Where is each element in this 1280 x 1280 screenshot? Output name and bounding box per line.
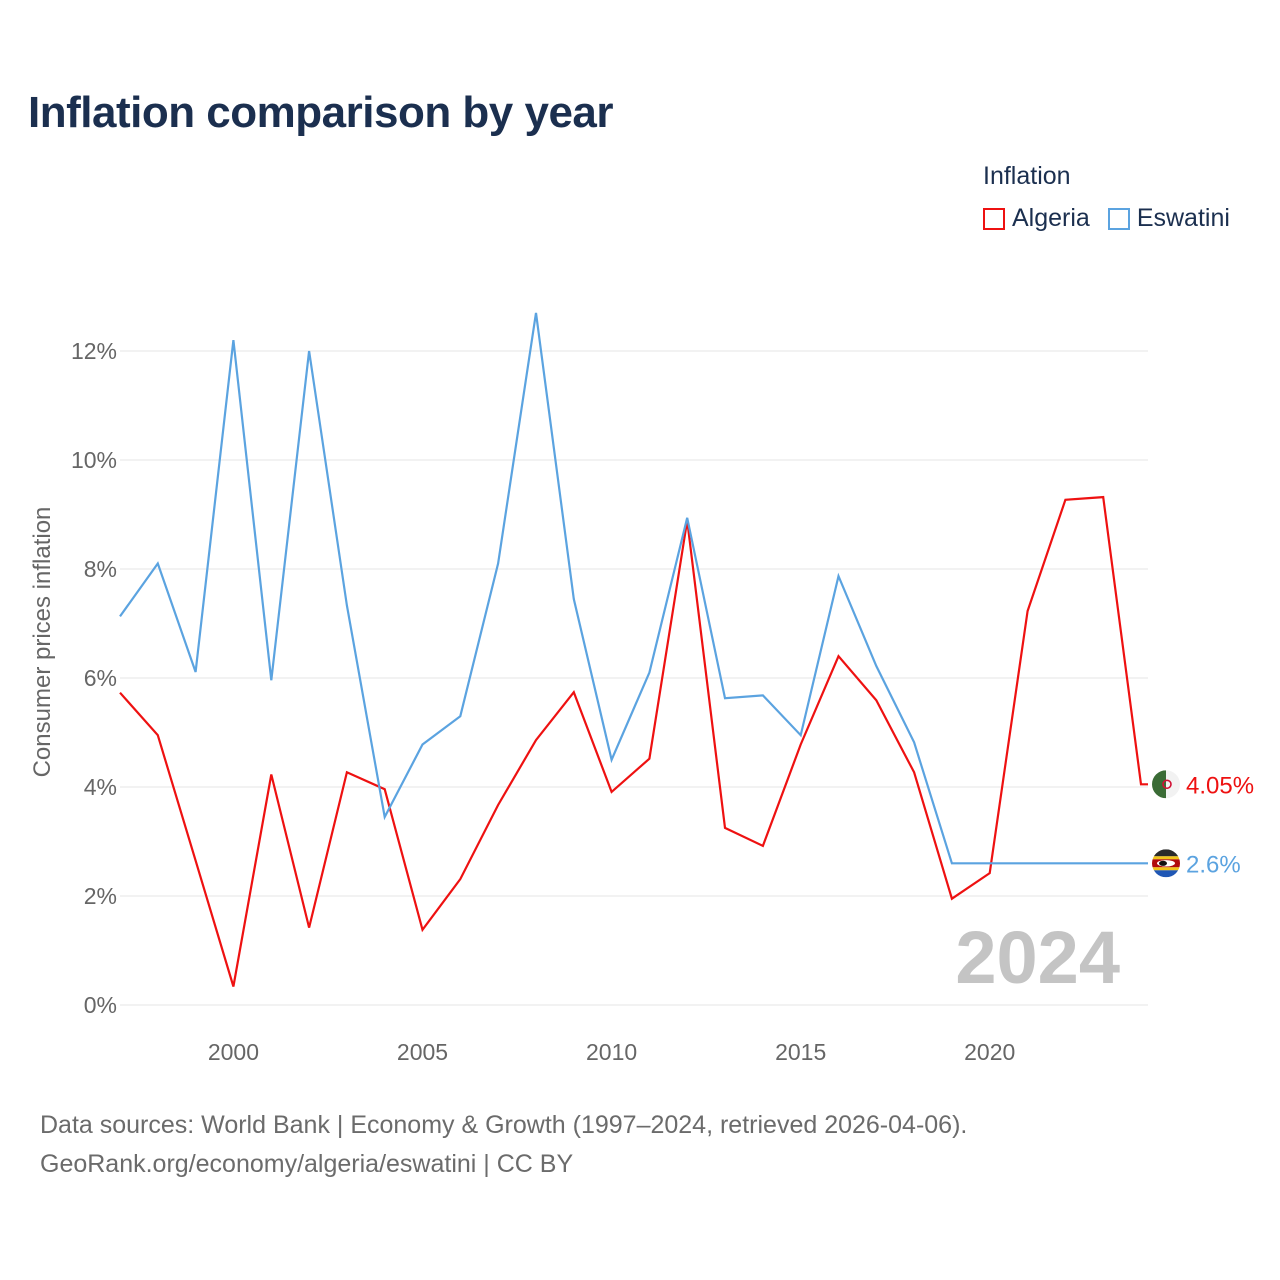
series-line-eswatini[interactable] xyxy=(119,312,1148,865)
end-label-algeria: 4.05% xyxy=(1186,772,1254,799)
y-ticks: 0% 2% 4% 6% 8% 10% 12% xyxy=(71,338,117,1018)
x-tick-label: 2010 xyxy=(586,1039,637,1065)
y-tick-label: 6% xyxy=(84,665,117,691)
y-tick-label: 12% xyxy=(71,338,117,364)
y-tick-label: 0% xyxy=(84,992,117,1018)
grid-layer xyxy=(120,350,1148,1006)
y-tick-label: 2% xyxy=(84,883,117,909)
y-tick-label: 4% xyxy=(84,774,117,800)
footer-credit[interactable]: GeoRank.org/economy/algeria/eswatini | C… xyxy=(40,1150,574,1178)
chart-title: Inflation comparison by year xyxy=(28,88,614,137)
x-tick-label: 2000 xyxy=(208,1039,259,1065)
legend-title: Inflation xyxy=(983,162,1071,190)
series-line-algeria[interactable] xyxy=(119,495,1148,987)
legend-label-algeria: Algeria xyxy=(1012,204,1090,232)
legend-swatch-algeria xyxy=(983,207,1005,230)
x-tick-label: 2015 xyxy=(775,1039,826,1065)
y-tick-label: 10% xyxy=(71,447,117,473)
flag-eswatini-icon xyxy=(1152,849,1180,878)
year-watermark: 2024 xyxy=(955,916,1120,999)
x-ticks: 2000 2005 2010 2015 2020 xyxy=(208,1039,1015,1065)
y-tick-label: 8% xyxy=(84,556,117,582)
end-label-eswatini: 2.6% xyxy=(1186,851,1241,878)
legend-swatch-eswatini xyxy=(1107,207,1130,230)
legend-label-eswatini: Eswatini xyxy=(1136,204,1230,232)
legend: Algeria Eswatini xyxy=(983,204,1230,233)
legend-item-algeria[interactable]: Algeria xyxy=(983,204,1090,233)
x-tick-label: 2005 xyxy=(397,1039,448,1065)
endpoints-layer: 4.05% 2.6% xyxy=(1152,770,1254,878)
flag-algeria-icon xyxy=(1152,770,1180,799)
x-tick-label: 2020 xyxy=(964,1039,1015,1065)
legend-item-eswatini[interactable]: Eswatini xyxy=(1107,204,1230,233)
footer-sources: Data sources: World Bank | Economy & Gro… xyxy=(40,1111,968,1139)
series-layer xyxy=(119,312,1148,987)
footer: Data sources: World Bank | Economy & Gro… xyxy=(40,1106,967,1184)
